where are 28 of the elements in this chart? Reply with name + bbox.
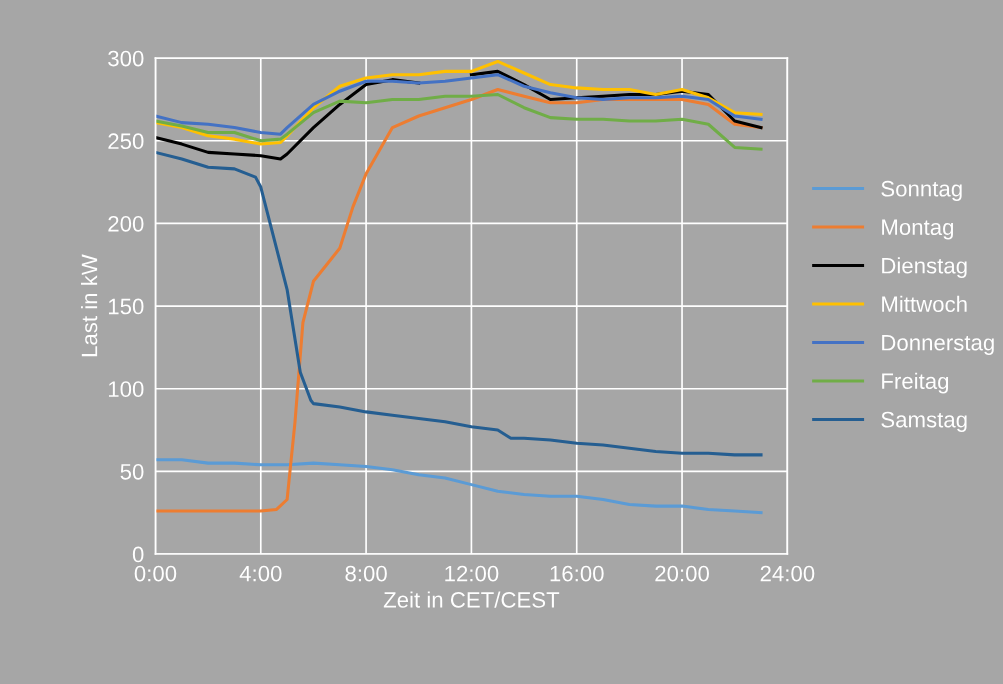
y-tick-label: 300 bbox=[108, 50, 144, 67]
x-tick-label: 12:00 bbox=[445, 565, 499, 582]
line-series bbox=[155, 150, 763, 457]
x-tick-label: 4:00 bbox=[239, 565, 282, 582]
legend-label: Freitag bbox=[882, 372, 949, 394]
line-series bbox=[155, 73, 763, 136]
line-series bbox=[155, 92, 763, 151]
legend-label: Dienstag bbox=[882, 257, 967, 278]
line-series bbox=[155, 59, 763, 146]
x-tick-label: 24:00 bbox=[760, 565, 815, 582]
x-axis-title: Zeit in CET/CEST bbox=[383, 591, 560, 608]
x-tick-label: 20:00 bbox=[655, 565, 709, 582]
y-tick-label: 100 bbox=[108, 381, 144, 398]
y-tick-label: 0 bbox=[132, 546, 144, 563]
legend-label: Mittwoch bbox=[882, 295, 967, 313]
y-tick-label: 50 bbox=[120, 463, 144, 480]
y-tick-label: 150 bbox=[108, 298, 144, 315]
x-tick-label: 0:00 bbox=[134, 565, 177, 582]
legend-label: Sonntag bbox=[881, 180, 962, 201]
y-tick-label: 200 bbox=[108, 215, 144, 232]
line-series bbox=[155, 458, 763, 515]
x-tick-label: 8:00 bbox=[345, 565, 387, 582]
legend-label: Donnerstag bbox=[882, 335, 994, 355]
x-tick-label: 16:00 bbox=[550, 565, 604, 582]
y-axis-title: Last in kW bbox=[81, 254, 98, 357]
y-tick-label: 250 bbox=[108, 133, 144, 150]
legend-label: Montag bbox=[882, 219, 954, 240]
legend-label: Samstag bbox=[881, 411, 967, 432]
